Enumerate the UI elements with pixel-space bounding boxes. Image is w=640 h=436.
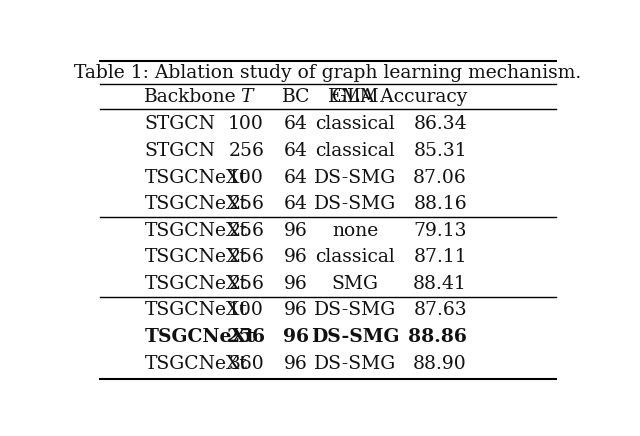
- Text: 64: 64: [284, 116, 308, 133]
- Text: 256: 256: [228, 195, 264, 213]
- Text: BC: BC: [282, 88, 310, 106]
- Text: SMG: SMG: [332, 275, 379, 293]
- Text: 256: 256: [228, 275, 264, 293]
- Text: 96: 96: [283, 328, 308, 346]
- Text: T: T: [240, 88, 252, 106]
- Text: TSGCNeXt: TSGCNeXt: [145, 354, 247, 373]
- Text: 87.63: 87.63: [413, 301, 467, 320]
- Text: 88.41: 88.41: [413, 275, 467, 293]
- Text: none: none: [332, 222, 378, 240]
- Text: Table 1: Ablation study of graph learning mechanism.: Table 1: Ablation study of graph learnin…: [74, 64, 582, 82]
- Text: 256: 256: [227, 328, 266, 346]
- Text: classical: classical: [316, 116, 395, 133]
- Text: 96: 96: [284, 354, 308, 373]
- Text: 96: 96: [284, 275, 308, 293]
- Text: DS-SMG: DS-SMG: [314, 169, 396, 187]
- Text: STGCN: STGCN: [145, 116, 216, 133]
- Text: 256: 256: [228, 249, 264, 266]
- Text: 64: 64: [284, 195, 308, 213]
- Text: 96: 96: [284, 249, 308, 266]
- Text: Backbone: Backbone: [145, 88, 237, 106]
- Text: DS-SMG: DS-SMG: [311, 328, 399, 346]
- Text: TSGCNeXt: TSGCNeXt: [145, 222, 247, 240]
- Text: 100: 100: [228, 301, 264, 320]
- Text: TSGCNeXt: TSGCNeXt: [145, 195, 247, 213]
- Text: GLM: GLM: [332, 88, 379, 106]
- Text: TSGCNeXt: TSGCNeXt: [145, 328, 255, 346]
- Text: 88.86: 88.86: [408, 328, 467, 346]
- Text: 64: 64: [284, 142, 308, 160]
- Text: TSGCNeXt: TSGCNeXt: [145, 301, 247, 320]
- Text: 256: 256: [228, 222, 264, 240]
- Text: 360: 360: [228, 354, 264, 373]
- Text: 88.16: 88.16: [413, 195, 467, 213]
- Text: DS-SMG: DS-SMG: [314, 195, 396, 213]
- Text: 96: 96: [284, 222, 308, 240]
- Text: 87.11: 87.11: [413, 249, 467, 266]
- Text: 100: 100: [228, 169, 264, 187]
- Text: 86.34: 86.34: [413, 116, 467, 133]
- Text: TSGCNeXt: TSGCNeXt: [145, 169, 247, 187]
- Text: classical: classical: [316, 142, 395, 160]
- Text: 85.31: 85.31: [413, 142, 467, 160]
- Text: STGCN: STGCN: [145, 142, 216, 160]
- Text: 88.90: 88.90: [413, 354, 467, 373]
- Text: 79.13: 79.13: [413, 222, 467, 240]
- Text: TSGCNeXt: TSGCNeXt: [145, 249, 247, 266]
- Text: EMA Accuracy: EMA Accuracy: [328, 88, 467, 106]
- Text: DS-SMG: DS-SMG: [314, 354, 396, 373]
- Text: 100: 100: [228, 116, 264, 133]
- Text: 96: 96: [284, 301, 308, 320]
- Text: classical: classical: [316, 249, 395, 266]
- Text: TSGCNeXt: TSGCNeXt: [145, 275, 247, 293]
- Text: 64: 64: [284, 169, 308, 187]
- Text: 256: 256: [228, 142, 264, 160]
- Text: DS-SMG: DS-SMG: [314, 301, 396, 320]
- Text: 87.06: 87.06: [413, 169, 467, 187]
